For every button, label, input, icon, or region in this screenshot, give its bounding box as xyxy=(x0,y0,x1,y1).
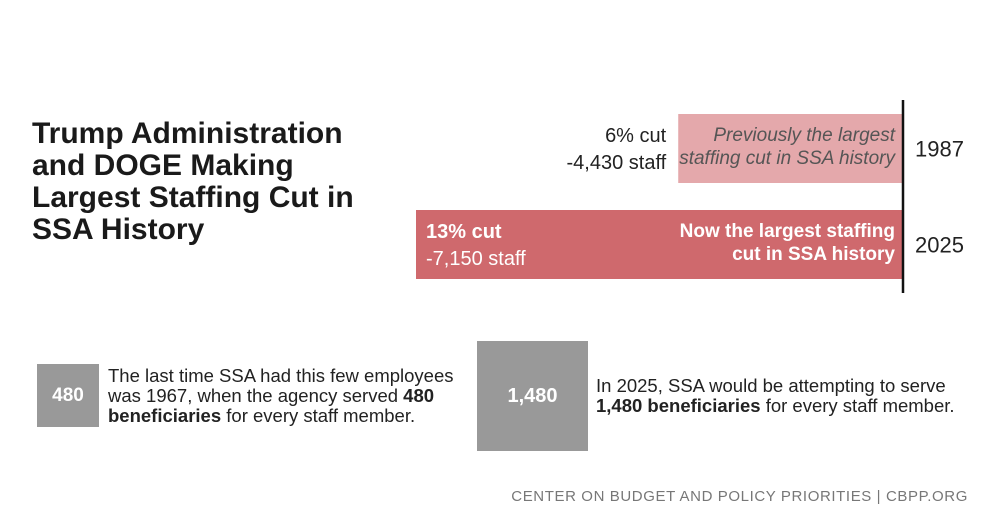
stat-note-1480: In 2025, SSA would be attempting to serv… xyxy=(596,376,986,416)
source-credit: CENTER ON BUDGET AND POLICY PRIORITIES |… xyxy=(511,488,968,505)
stat-text-bold: 1,480 beneficiaries xyxy=(596,395,761,416)
stat-box-1480: 1,480 xyxy=(477,341,588,451)
stat-text: for every staff member. xyxy=(760,395,955,416)
cut-label: 13% cut xyxy=(426,221,502,243)
title-line: SSA History xyxy=(32,213,205,246)
staff-change-label: -4,430 staff xyxy=(567,152,667,174)
stat-text: In 2025, SSA would be attempting to serv… xyxy=(596,375,946,396)
title-line: and DOGE Making xyxy=(32,149,294,182)
bar-annotation: Now the largest staffing xyxy=(680,221,895,242)
title-line: Largest Staffing Cut in xyxy=(32,181,354,214)
bar-1987 xyxy=(678,114,903,183)
bar-annotation: Previously the largest xyxy=(713,125,895,146)
bar-2025 xyxy=(416,210,903,279)
stat-box-480: 480 xyxy=(37,364,99,427)
title-line: Trump Administration xyxy=(32,117,343,150)
stat-note-480: The last time SSA had this few employees… xyxy=(108,366,468,426)
stat-value: 1,480 xyxy=(507,384,558,407)
cut-label: 6% cut xyxy=(605,125,667,147)
stat-text: for every staff member. xyxy=(221,405,416,426)
stat-text-bold: 480 beneficiaries xyxy=(108,385,435,426)
chart-title: Trump Administration and DOGE Making Lar… xyxy=(32,118,392,246)
stat-text: The last time SSA had this few employees… xyxy=(108,365,454,406)
category-label: 2025 xyxy=(915,233,964,258)
category-label: 1987 xyxy=(915,137,964,162)
staff-change-label: -7,150 staff xyxy=(426,248,526,270)
stat-value: 480 xyxy=(52,384,84,406)
bar-annotation: cut in SSA history xyxy=(732,244,895,265)
bar-annotation: staffing cut in SSA history xyxy=(679,148,896,169)
